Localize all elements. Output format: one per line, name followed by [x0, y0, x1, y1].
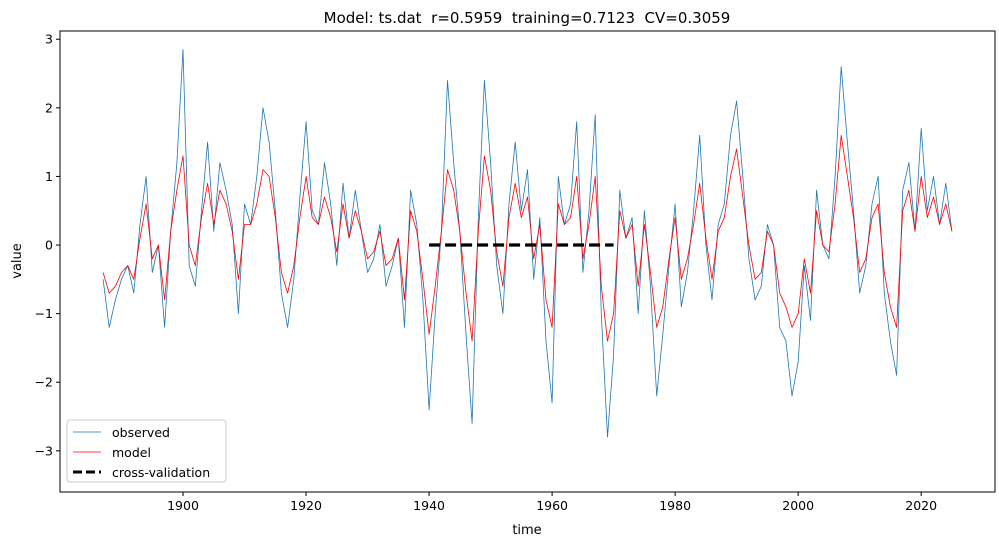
- legend: observed model cross-validation: [66, 419, 227, 483]
- y-tick-label: −1: [35, 306, 53, 321]
- x-axis-label: time: [512, 523, 541, 538]
- series-observed: [102, 49, 953, 438]
- y-axis-label: value: [10, 243, 25, 279]
- x-axis: 1900 1920 1940 1960 1980 2000 2020: [167, 492, 937, 513]
- x-tick-label: 1960: [536, 498, 568, 513]
- x-tick-label: 2000: [782, 498, 814, 513]
- plot-area: [102, 49, 953, 438]
- legend-label-cross-validation: cross-validation: [112, 465, 210, 480]
- chart-title: Model: ts.dat r=0.5959 training=0.7123 C…: [324, 9, 731, 27]
- axes-frame: [59, 30, 996, 493]
- legend-label-observed: observed: [112, 425, 170, 440]
- y-tick-label: 0: [45, 238, 53, 253]
- x-tick-label: 1920: [290, 498, 322, 513]
- legend-label-model: model: [112, 445, 151, 460]
- x-tick-label: 2020: [905, 498, 937, 513]
- y-tick-label: −2: [35, 375, 53, 390]
- y-tick-label: 2: [45, 100, 53, 115]
- x-tick-label: 1900: [167, 498, 199, 513]
- y-axis: −3 −2 −1 0 1 2 3: [35, 32, 60, 458]
- y-tick-label: −3: [35, 443, 53, 458]
- legend-box: [66, 419, 227, 483]
- y-tick-label: 1: [45, 169, 53, 184]
- series-model: [102, 134, 953, 342]
- x-tick-label: 1980: [659, 498, 691, 513]
- x-tick-label: 1940: [413, 498, 445, 513]
- y-tick-label: 3: [45, 32, 53, 47]
